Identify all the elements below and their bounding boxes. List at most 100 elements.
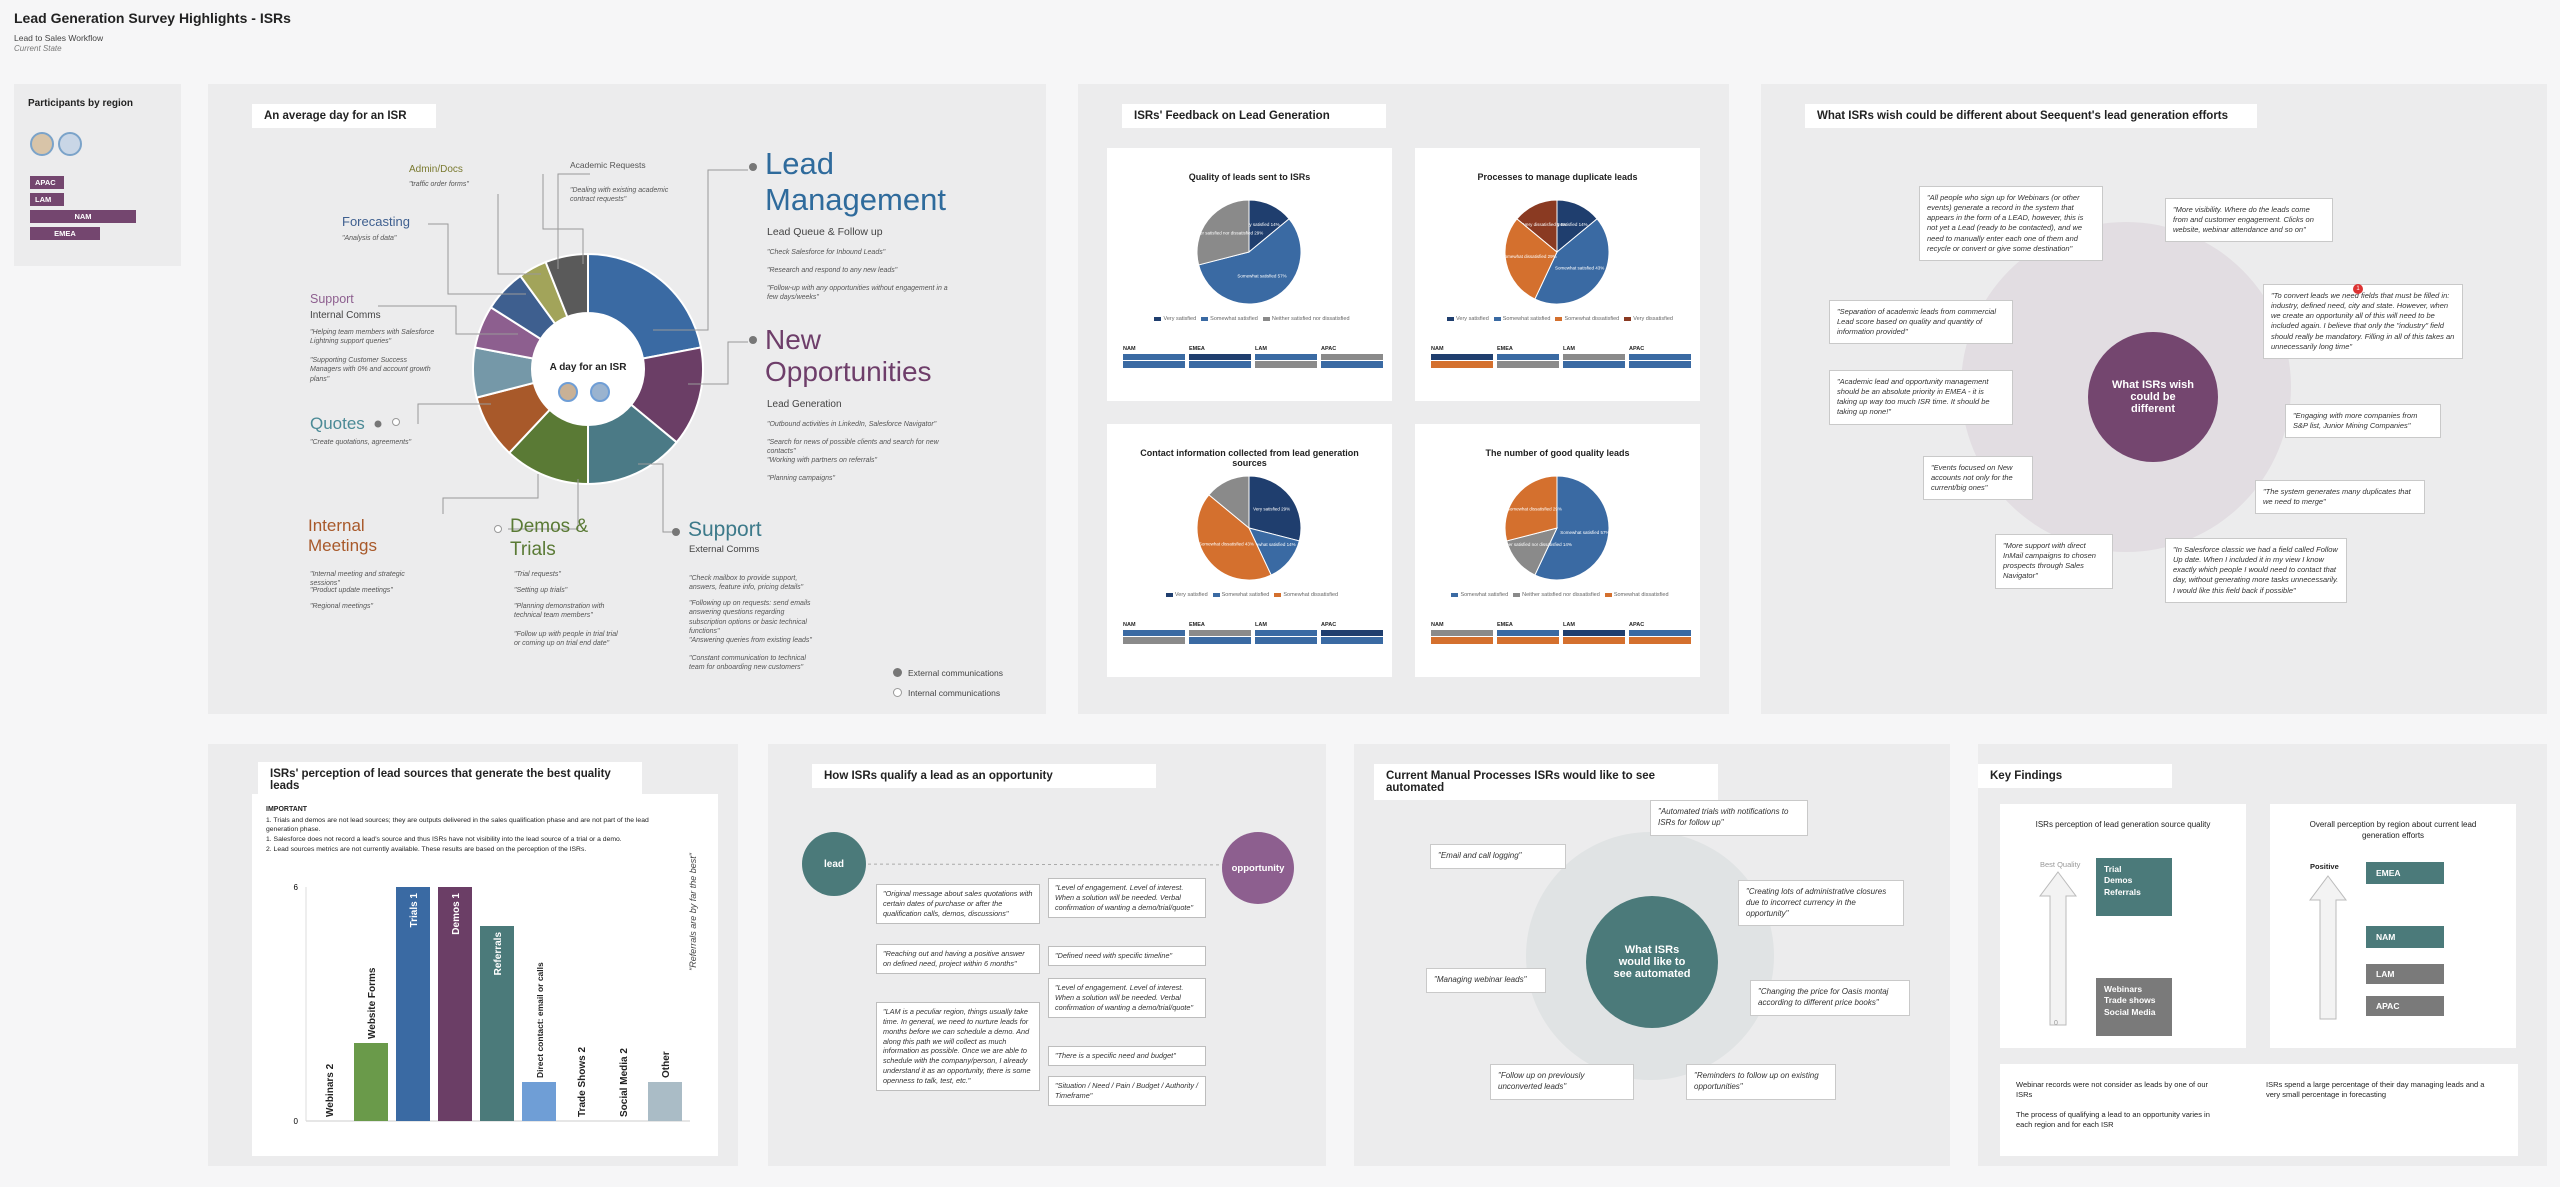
support-external-item: "Check mailbox to provide support, answe… xyxy=(689,575,804,592)
pie-slice-label: Somewhat dissatisfied 29% xyxy=(1502,254,1557,259)
finding-note: Webinar records were not consider as lea… xyxy=(2016,1080,2209,1100)
feedback-chart-card: Quality of leads sent to ISRs Very satisf… xyxy=(1107,148,1392,401)
source-quality-card: ISRs perception of lead generation sourc… xyxy=(2000,804,2246,1048)
panel-title: Current Manual Processes ISRs would like… xyxy=(1374,764,1718,800)
bar-label: Trials 1 xyxy=(409,893,420,928)
pie-slice xyxy=(1516,199,1558,254)
pie-slice-label: Somewhat satisfied 57% xyxy=(1560,530,1609,535)
automate-center-label: What ISRs would like to see automated xyxy=(1613,944,1691,980)
note-3: 2. Lead sources metrics are not currentl… xyxy=(266,846,587,853)
region-table-cell xyxy=(1497,353,1559,361)
note-title: IMPORTANT xyxy=(266,806,308,813)
pie-legend: Very satisfied Somewhat satisfied Somewhat… xyxy=(1107,592,1392,598)
comment-badge[interactable]: 1 xyxy=(2353,284,2363,294)
bar-label: Referrals xyxy=(493,932,504,976)
academic-requests-item: "Dealing with existing academic contract… xyxy=(570,187,669,204)
region-table-header: LAM xyxy=(1563,346,1575,352)
wish-quote: "To convert leads we need fields that mu… xyxy=(2263,284,2463,359)
region-table-cell xyxy=(1497,361,1559,368)
donut-chart xyxy=(374,163,757,536)
top-source: Trial xyxy=(2104,864,2122,874)
internal-meetings-item: "Internal meeting and strategic sessions… xyxy=(310,571,405,588)
region-table-col: NAM xyxy=(1431,622,1493,644)
region-bar-apac: APAC xyxy=(30,176,64,189)
legend-label: Somewhat satisfied xyxy=(1221,592,1270,598)
automate-quote: "Reminders to follow up on existing oppo… xyxy=(1686,1064,1836,1100)
region-table-cell xyxy=(1189,629,1251,637)
bar-chart: 0 6 Webinars 2 Website Forms Trials 1 Demos 1… xyxy=(294,852,698,1126)
forecasting-title: Forecasting xyxy=(342,214,410,229)
region-table-cell xyxy=(1255,637,1317,644)
pie-slice-label: Somewhat satisfied 57% xyxy=(1237,273,1286,278)
wish-quote: "The system generates many duplicates th… xyxy=(2255,480,2425,515)
support-external-sub: External Comms xyxy=(689,544,760,555)
bar-label: Webinars 2 xyxy=(325,1063,336,1117)
panel-title: An average day for an ISR xyxy=(252,104,436,128)
legend-label-internal: Internal communications xyxy=(908,688,1001,698)
region-table-header: APAC xyxy=(1629,622,1645,628)
demos-trials-title: Demos & Trials xyxy=(510,516,589,560)
note-1: 1. Trials and demos are not lead sources… xyxy=(266,817,649,834)
support-external-item: "Constant communication to technical tea… xyxy=(689,655,806,672)
region-table-header: EMEA xyxy=(1497,622,1513,628)
region-table-cell xyxy=(1189,361,1251,368)
feedback-chart-title: Processes to manage duplicate leads xyxy=(1477,172,1638,182)
region-table-col: NAM xyxy=(1431,346,1493,368)
support-external-item: "Answering queries from existing leads" xyxy=(689,637,812,644)
region-table-header: EMEA xyxy=(1189,346,1205,352)
region-box-nam: NAM xyxy=(2366,926,2444,948)
legend-dot-external xyxy=(893,668,902,677)
bottom-sources-box: Webinars Trade shows Social Media xyxy=(2096,978,2172,1036)
region-table-cell xyxy=(1123,353,1185,361)
bottom-source: Social Media xyxy=(2104,1006,2156,1017)
region-table-col: NAM xyxy=(1123,346,1185,368)
legend-swatch xyxy=(1513,592,1521,597)
region-table-cell xyxy=(1189,637,1251,644)
note-2: 1. Salesforce does not record a lead's s… xyxy=(266,836,622,843)
bottom-source: Webinars xyxy=(2104,984,2143,994)
region-table-col: EMEA xyxy=(1189,346,1251,368)
internal-meetings-item: "Regional meetings" xyxy=(310,603,373,610)
bar-label: Direct contact: email or calls xyxy=(535,962,545,1078)
demos-trials-item: "Follow up with people in trial trial or… xyxy=(514,631,618,648)
region-table-header: NAM xyxy=(1123,346,1136,352)
region-table-cell xyxy=(1629,637,1691,644)
region-table-header: LAM xyxy=(1563,622,1575,628)
wish-quote: "More support with direct InMail campaig… xyxy=(1995,534,2113,589)
region-table-cell xyxy=(1563,629,1625,637)
bar-label: Demos 1 xyxy=(451,893,462,935)
pie-chart: Very satisfied 29% Somewhat satisfied 14%… xyxy=(1196,475,1302,581)
region-table-header: NAM xyxy=(1431,622,1444,628)
pie-slice-label: Very satisfied 29% xyxy=(1253,506,1290,511)
quotes-item: "Create quotations, agreements" xyxy=(310,439,412,446)
feedback-chart-card: Processes to manage duplicate leads Very … xyxy=(1415,148,1700,401)
region-table-col: APAC xyxy=(1321,346,1383,368)
region-table-cell xyxy=(1255,629,1317,637)
bar xyxy=(648,1082,682,1121)
qualify-quote: "Original message about sales quotations… xyxy=(876,884,1040,924)
region-table-col: APAC xyxy=(1321,622,1383,644)
up-arrow-icon xyxy=(2039,871,2077,1026)
pie-slice-label: Very dissatisfied 14% xyxy=(1523,222,1566,227)
academic-requests-title: Academic Requests xyxy=(570,160,646,170)
pie-slice-label: Neither satisfied nor dissatisfied 14% xyxy=(1498,542,1572,547)
new-opportunities-item: "Search for news of possible clients and… xyxy=(767,439,939,456)
legend-swatch xyxy=(1201,316,1209,321)
region-box-apac: APAC xyxy=(2366,996,2444,1016)
region-table-cell xyxy=(1255,361,1317,368)
support-external-title: Support xyxy=(688,518,762,541)
perception-card: IMPORTANT 1. Trials and demos are not le… xyxy=(252,794,718,1156)
region-table-header: EMEA xyxy=(1497,346,1513,352)
pie-slice xyxy=(1208,475,1250,530)
card-title: Overall perception by region about curre… xyxy=(2309,820,2477,840)
wish-quote: "Engaging with more companies from S&P l… xyxy=(2285,404,2441,439)
findings-notes-card: Webinar records were not consider as lea… xyxy=(2000,1064,2518,1156)
legend-label-external: External communications xyxy=(908,668,1003,678)
lead-management-title: Lead Management xyxy=(765,146,946,217)
bar xyxy=(522,1082,556,1121)
automate-quote: "Email and call logging" xyxy=(1430,844,1566,869)
region-bar-emea: EMEA xyxy=(30,227,100,240)
pie-slice-label: Neither satisfied nor dissatisfied 29% xyxy=(1190,230,1264,235)
region-table-cell xyxy=(1321,637,1383,644)
region-table-cell xyxy=(1321,353,1383,361)
